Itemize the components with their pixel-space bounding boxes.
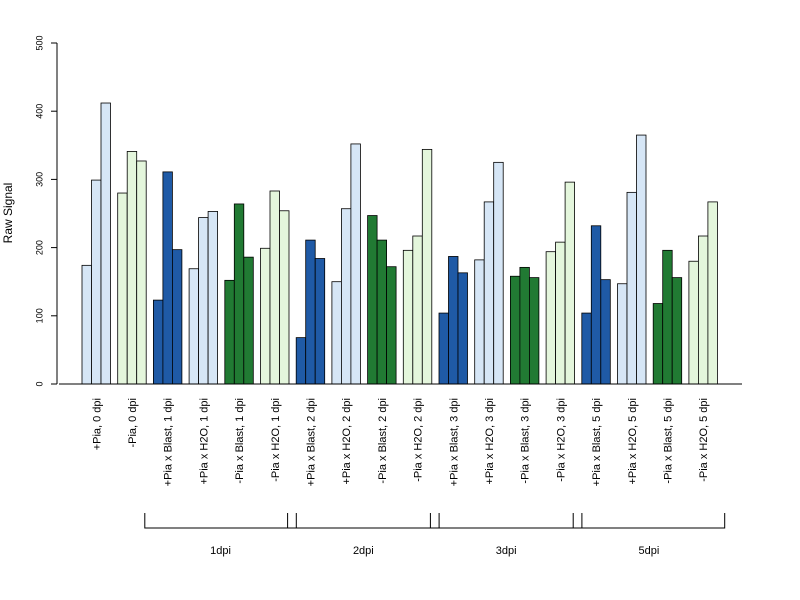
bars <box>81 102 718 385</box>
bar <box>698 235 709 385</box>
x-tick-label: -Pia x H2O, 1 dpi <box>270 398 282 482</box>
bar <box>224 279 235 385</box>
x-tick-label: -Pia x Blast, 3 dpi <box>520 398 532 484</box>
bar <box>671 277 683 385</box>
bar <box>509 275 521 385</box>
bar <box>626 191 637 385</box>
bar <box>100 102 111 385</box>
x-tick-label: +Pia x H2O, 2 dpi <box>341 398 353 485</box>
bar <box>707 201 718 385</box>
bar <box>126 151 138 385</box>
group-bracket-label: 2dpi <box>353 545 374 557</box>
bar <box>652 303 664 385</box>
x-tick-label: +Pia x H2O, 5 dpi <box>627 398 639 485</box>
bar <box>448 256 459 385</box>
bar <box>162 171 173 385</box>
bar <box>600 279 611 385</box>
bar <box>233 203 245 385</box>
y-tick-label: 0 <box>34 381 44 386</box>
y-tick-label: 400 <box>34 104 44 119</box>
bar <box>340 208 352 385</box>
bar <box>117 192 128 385</box>
bar <box>438 312 449 385</box>
bar <box>457 272 468 385</box>
x-tick-label: +Pia x Blast, 2 dpi <box>305 398 317 486</box>
bar <box>136 160 147 385</box>
x-tick-label: -Pia x Blast, 1 dpi <box>234 398 246 484</box>
y-tick-label: 500 <box>34 35 44 50</box>
x-tick-label: +Pia x H2O, 3 dpi <box>484 398 496 485</box>
bar <box>581 312 592 385</box>
y-tick-label: 100 <box>34 308 44 323</box>
bar <box>402 249 414 385</box>
bar <box>529 277 540 385</box>
bar <box>305 239 316 385</box>
group-brackets: 1dpi 2dpi 3dpi 5dpi <box>144 513 726 557</box>
x-tick-label: -Pia, 0 dpi <box>127 398 139 448</box>
bar <box>376 239 388 385</box>
bar <box>590 225 602 385</box>
x-tick-label: +Pia x Blast, 3 dpi <box>448 398 460 486</box>
bar <box>412 235 423 385</box>
bar <box>243 256 254 385</box>
bar <box>483 201 495 385</box>
group-bracket-label: 1dpi <box>210 545 231 557</box>
bar <box>279 210 290 385</box>
bar <box>688 260 699 385</box>
bar <box>367 215 378 385</box>
bar <box>636 134 647 385</box>
group-bracket <box>572 513 726 529</box>
bar <box>474 259 485 385</box>
x-tick-label: -Pia x H2O, 3 dpi <box>555 398 567 482</box>
bar <box>152 299 164 385</box>
bar <box>91 179 102 385</box>
x-tick-label: -Pia x Blast, 5 dpi <box>662 398 674 484</box>
group-bracket-label: 3dpi <box>496 545 517 557</box>
group-bracket-label: 5dpi <box>639 545 660 557</box>
group-bracket <box>144 513 297 529</box>
bar <box>519 266 530 385</box>
bar <box>269 190 280 385</box>
y-axis-label: Raw Signal <box>1 183 15 244</box>
y-tick-label: 300 <box>34 172 44 187</box>
x-tick-label: -Pia x H2O, 2 dpi <box>413 398 425 482</box>
bar <box>81 264 92 385</box>
group-bracket <box>429 513 583 529</box>
bar <box>295 337 307 385</box>
bar <box>421 148 433 385</box>
y-tick-label: 200 <box>34 240 44 255</box>
bar <box>188 268 200 385</box>
bar <box>555 241 566 385</box>
x-tick-label: -Pia x H2O, 5 dpi <box>698 398 710 482</box>
x-tick-label: +Pia x Blast, 5 dpi <box>591 398 603 486</box>
bar <box>350 143 361 385</box>
bar <box>260 247 271 385</box>
bar <box>617 283 628 385</box>
x-tick-label: +Pia x H2O, 1 dpi <box>198 398 210 485</box>
bar <box>171 249 183 385</box>
x-tick-label: +Pia, 0 dpi <box>91 398 103 450</box>
bar <box>331 281 342 385</box>
bar <box>207 211 219 385</box>
bar <box>564 181 575 385</box>
bar <box>386 266 397 385</box>
x-tick-label: +Pia x Blast, 1 dpi <box>163 398 175 486</box>
bar <box>493 161 504 385</box>
category-labels: +Pia, 0 dpi -Pia, 0 dpi +Pia x Blast, 1 dp… <box>91 398 710 486</box>
bar <box>314 258 326 385</box>
bar <box>545 251 556 385</box>
bar <box>662 249 673 385</box>
bar <box>198 217 209 385</box>
x-tick-label: -Pia x Blast, 2 dpi <box>377 398 389 484</box>
y-axis: 0 100 200 300 400 500 <box>34 35 58 387</box>
group-bracket <box>287 513 440 529</box>
